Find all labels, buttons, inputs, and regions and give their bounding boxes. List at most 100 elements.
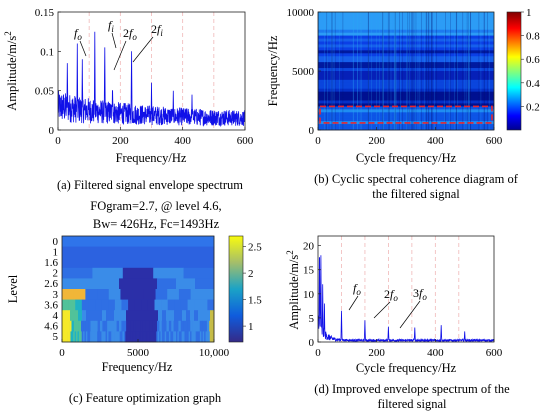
panel-c-heatmap-cell xyxy=(66,320,70,332)
panel-c-heatmap-cell xyxy=(183,331,185,343)
panel-d-yticks: 0 5 10 15 20 xyxy=(303,241,321,349)
panel-c-heatmap-cell xyxy=(206,331,209,343)
panel-b-xticks: 0 200 400 600 xyxy=(315,127,503,147)
panel-c-heatmap-cell xyxy=(178,320,182,332)
panel-c-heatmap-cell xyxy=(73,331,75,343)
panel-c-header-line-2: Bw= 426Hz, Fc=1493Hz xyxy=(93,217,220,231)
panel-c-heatmap-cell xyxy=(190,320,193,332)
panel-c-heatmap-cell xyxy=(80,331,83,343)
panel-c-heatmap-cell xyxy=(163,257,215,269)
panel-b-heatmap-row xyxy=(318,109,494,113)
panel-c-heatmap-cell xyxy=(197,320,201,332)
panel-c-heatmap-cell xyxy=(158,310,163,322)
panel-a-ylabel: Amplitude/m/s2 xyxy=(3,31,19,111)
panel-c-heatmap-cell xyxy=(180,299,188,311)
panel-d-annotation-label: fo xyxy=(353,281,361,297)
panel-c-heatmap-cell xyxy=(119,331,122,343)
panel-d-annotation-label: 2fo xyxy=(384,287,398,303)
panel-c-heatmap-cell xyxy=(101,331,104,343)
panel-b-heatmap-row xyxy=(318,103,494,107)
panel-c-heatmap-cell xyxy=(152,331,154,343)
panel-d-annotation-pointer xyxy=(373,301,391,319)
panel-c-heatmap-cell xyxy=(146,331,149,343)
panel-c-heatmap-cell xyxy=(190,289,203,300)
panel-c-heatmap-cell xyxy=(94,310,99,322)
panel-c-heatmap-cell xyxy=(153,331,156,343)
panel-c-heatmap-cell xyxy=(108,331,111,343)
panel-c-heatmap-cell xyxy=(116,331,119,343)
panel-c-heatmap-cell xyxy=(108,299,116,311)
panel-c-level-ticks: 011.622.633.644.65 xyxy=(44,236,58,343)
panel-c-heatmap-cell xyxy=(62,257,113,269)
panel-c-heatmap-cell xyxy=(101,299,109,311)
panel-c-heatmap-cell xyxy=(150,331,153,343)
panel-c-colorbar-tick-label: 1 xyxy=(248,321,254,333)
panel-b-xlabel: Cycle frequency/Hz xyxy=(356,151,457,165)
panel-c-xticks: 0 5000 10,000 xyxy=(59,339,230,359)
panel-c-colorbar-tick-label: 1.5 xyxy=(248,295,262,307)
panel-c-heatmap-cell xyxy=(100,278,120,290)
panel-a-annotation-pointer xyxy=(113,40,127,71)
panel-c-heatmap-cell xyxy=(154,299,162,311)
panel-c-heatmap-cell xyxy=(82,310,87,322)
panel-c-heatmap-cell xyxy=(147,299,155,311)
panel-c-heatmap-cell xyxy=(69,320,72,332)
panel-b-xtick-label: 200 xyxy=(368,135,385,147)
panel-c-colorbar-tick-label: 2 xyxy=(248,268,254,280)
panel-c-heatmap-cell xyxy=(138,320,141,332)
panel-b-heatmap-row xyxy=(318,17,494,22)
panel-b-heatmap-row xyxy=(318,79,494,84)
panel-c-heatmap-cell xyxy=(188,331,191,343)
panel-c-heatmap-cell xyxy=(62,246,139,258)
panel-c-heatmap-cell xyxy=(157,331,160,343)
panel-d-axes-box xyxy=(317,235,495,343)
panel-c-heatmap-cell xyxy=(209,331,212,343)
panel-b-heatmap-row xyxy=(318,53,494,57)
panel-b-colorbar-ticks: 0.2 0.4 0.6 0.8 1 xyxy=(521,7,540,113)
panel-d: 0 200 400 600 0 5 10 15 20 Cycle frequency/Hz A… xyxy=(285,235,510,411)
panel-c-heatmap-cell xyxy=(178,289,191,300)
panel-c-heatmap-cell xyxy=(185,331,188,343)
panel-c-level-label: 4.6 xyxy=(44,321,58,333)
panel-c-xlabel: Frequency/Hz xyxy=(102,360,173,374)
panel-a-xtick-label: 400 xyxy=(174,135,191,147)
panel-b-heatmap-row xyxy=(318,112,494,116)
panel-c-heatmap-cell xyxy=(149,320,153,332)
panel-b-heatmap-row xyxy=(318,44,494,48)
panel-c-heatmap-cell xyxy=(162,310,167,322)
panel-c-heatmap-cell xyxy=(62,278,82,290)
panel-c-heatmap-cell xyxy=(205,331,208,343)
panel-c-heatmap-cell xyxy=(195,320,198,332)
panel-c-heatmap-cell xyxy=(104,331,106,343)
panel-b-heatmap-row xyxy=(318,91,494,95)
panel-c-heatmap-cell xyxy=(92,320,96,332)
panel-c-heatmap-cell xyxy=(69,331,71,343)
panel-c-heatmap-cell xyxy=(180,331,182,343)
panel-c-heatmap-cell xyxy=(126,320,129,332)
panel-c-heatmap-cell xyxy=(135,331,137,343)
panel-c-heatmap-cell xyxy=(154,331,157,343)
panel-d-annotations: fo 2fo 3fo xyxy=(348,281,427,329)
panel-c-heatmap-cell xyxy=(167,289,180,300)
panel-b-colorbar-tick-label: 0.4 xyxy=(526,78,540,90)
panel-c-heatmap-cell xyxy=(126,331,129,343)
panel-b-heatmap-row xyxy=(318,106,494,110)
panel-c-heatmap-cell xyxy=(195,331,198,343)
panel-c-heatmap-cell xyxy=(168,320,172,332)
panel-c-heatmap-cell xyxy=(157,320,160,332)
panel-c-heatmap-cell xyxy=(204,331,206,343)
panel-c-heatmap-cell xyxy=(170,310,175,322)
panel-c-heatmap-cell xyxy=(94,331,97,343)
panel-c-heatmap-cell xyxy=(159,331,161,343)
panel-c-heatmap-cell xyxy=(85,320,89,332)
panel-c-heatmap-cell xyxy=(74,331,77,343)
panel-c-heatmap-cell xyxy=(191,331,194,343)
panel-c-xtick-label: 10,000 xyxy=(199,347,230,359)
panel-c-level-label: 0 xyxy=(53,236,59,248)
panel-b-colorbar-tick-label: 0.8 xyxy=(526,31,540,43)
panel-c-heatmap-cell xyxy=(119,278,139,290)
panel-b-caption-line-2: the filtered signal xyxy=(372,187,460,201)
panel-c-heatmap-cell xyxy=(128,320,132,332)
panel-d-caption-line-2: filtered signal xyxy=(377,397,447,411)
panel-d-ytick-label: 10 xyxy=(303,289,315,301)
